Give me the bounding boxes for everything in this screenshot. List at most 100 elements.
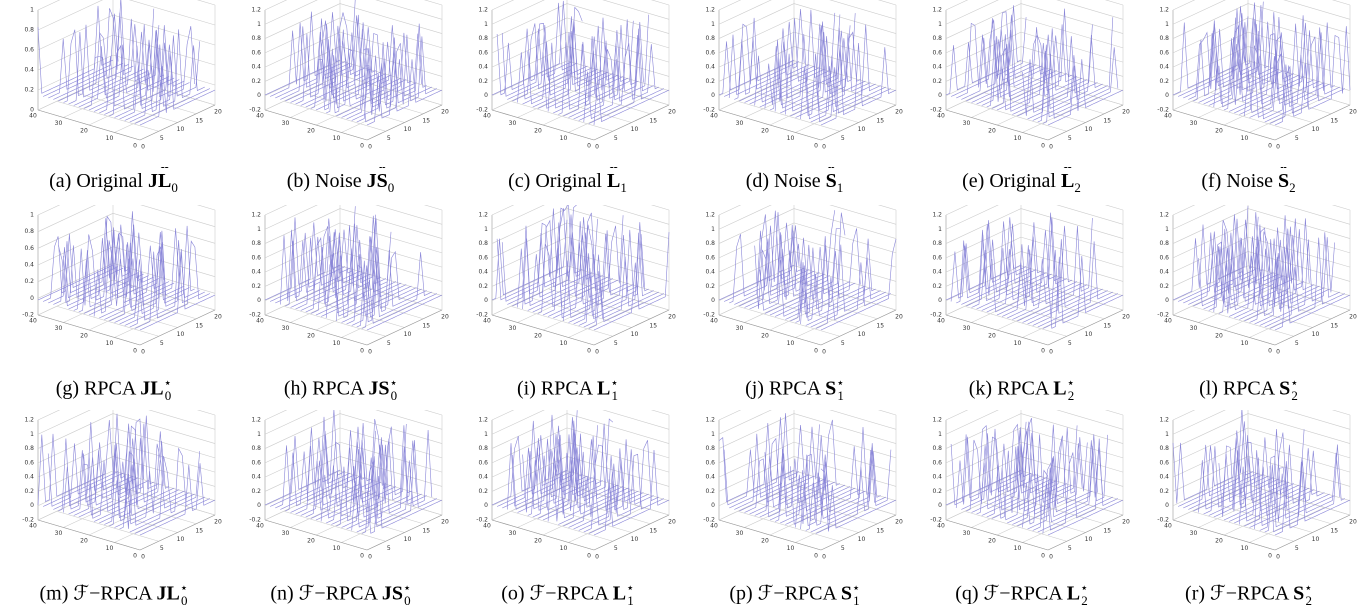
x-tick-label: 15 [876, 322, 884, 329]
mesh-line [815, 67, 892, 123]
superscript: ⋆ [1080, 580, 1089, 595]
mesh-line [42, 13, 119, 97]
mesh-line [1264, 32, 1340, 123]
grid-line [114, 507, 190, 543]
caption: (f) Noise S2 [1135, 170, 1361, 196]
grid-line [491, 413, 568, 449]
x-tick-label: 15 [1103, 322, 1111, 329]
mesh-line [810, 66, 886, 123]
grid-line [1020, 413, 1124, 444]
panel: -0.2 0 0.2 0.4 0.6 0.8 1 1.2 0 5 10 15 20 0 10 20 30 40 (l… [1135, 205, 1361, 410]
z-tick-label: 0.8 [251, 445, 261, 452]
mesh-line [331, 423, 407, 525]
z-tick-label: 0.2 [478, 78, 488, 85]
x-tick-label: 5 [160, 340, 164, 347]
x-tick-label: 0 [595, 349, 599, 356]
axis-line [945, 314, 1049, 346]
grid-line [491, 0, 545, 25]
grid-line [793, 3, 897, 34]
caption: (l) RPCA S⋆2 [1135, 375, 1361, 404]
z-tick-label: 0 [938, 297, 942, 304]
grid-line [37, 427, 114, 464]
grid-line [1020, 60, 1124, 92]
z-tick-label: 0.2 [932, 488, 942, 495]
mesh-line [573, 229, 649, 325]
grid-line [945, 470, 1022, 506]
caption-symbol: S [826, 170, 837, 192]
mesh-line [723, 214, 800, 302]
axis-line [491, 314, 595, 346]
mesh-line [290, 426, 366, 513]
x-tick-label: 15 [649, 527, 657, 534]
y-tick-label: 40 [29, 113, 37, 120]
y-tick-label: 30 [736, 120, 744, 127]
grid-line [996, 499, 1073, 536]
grid-line [1249, 97, 1325, 133]
mesh-line [810, 244, 886, 328]
y-tick-label: 0 [1041, 553, 1045, 560]
z-tick-label: -0.2 [930, 517, 942, 524]
y-tick-label: 30 [963, 530, 971, 537]
z-tick-label: 0.2 [705, 283, 715, 290]
grid-line [945, 427, 1022, 464]
mesh-line [341, 287, 417, 323]
grid-line [829, 410, 897, 430]
z-tick-label: -0.2 [22, 312, 34, 319]
z-tick-label: 0.6 [24, 459, 34, 466]
grid-line [517, 492, 593, 528]
z-tick-label: 0.2 [251, 283, 261, 290]
z-tick-label: 0.8 [932, 240, 942, 247]
grid-line [491, 470, 568, 506]
grid-line [128, 0, 216, 26]
grid-line [1247, 265, 1351, 297]
mesh-line [1042, 47, 1119, 124]
z-tick-label: 0 [30, 502, 34, 509]
grid-line [491, 74, 568, 111]
mesh-line [986, 212, 1062, 313]
z-tick-label: 0.4 [1159, 269, 1169, 276]
mesh-line [1047, 499, 1124, 536]
mesh-line [53, 0, 129, 100]
caption-symbol: S [1279, 378, 1290, 400]
mesh-line [805, 24, 881, 120]
subscript: 1 [627, 592, 634, 608]
grid-line [264, 410, 318, 435]
x-tick-label: 5 [160, 135, 164, 142]
caption-symbol: JS [368, 378, 389, 400]
x-tick-label: 5 [387, 340, 391, 347]
z-tick-label: -0.2 [476, 517, 488, 524]
z-tick-label: 1.2 [932, 417, 942, 424]
z-tick-label: 0.8 [1159, 445, 1169, 452]
x-tick-label: 10 [1085, 536, 1093, 543]
grid-line [491, 17, 568, 54]
y-tick-label: 40 [1164, 318, 1172, 325]
x-tick-label: 0 [1049, 144, 1053, 151]
mesh-line [264, 217, 341, 301]
z-tick-label: 0.2 [705, 488, 715, 495]
y-tick-label: 40 [256, 523, 264, 530]
grid-line [37, 410, 91, 435]
grid-line [1223, 294, 1300, 331]
mesh-line [744, 424, 820, 513]
surface-plot: -0.2 0 0.2 0.4 0.6 0.8 1 1.2 0 5 10 15 20 0 10 20 30 40 [703, 205, 903, 356]
z-tick-label: 0.8 [24, 445, 34, 452]
mesh-line [1177, 13, 1254, 97]
mesh-line [346, 250, 422, 325]
y-tick-label: 30 [1190, 530, 1198, 537]
symbol-prefix: J [148, 170, 158, 192]
symbol: S [376, 170, 388, 192]
x-tick-label: 10 [404, 536, 412, 543]
z-tick-label: 0.2 [24, 87, 34, 94]
grid-line [148, 410, 216, 430]
z-tick-label: 0.4 [932, 64, 942, 71]
mesh-line [820, 468, 897, 532]
grid-line [264, 413, 341, 449]
mesh-line [800, 53, 876, 120]
axis-line [37, 314, 141, 346]
y-tick-label: 40 [29, 523, 37, 530]
mesh-line [800, 238, 876, 325]
z-tick-label: -0.2 [1157, 517, 1169, 524]
caption: (b) Noise JS0 [227, 170, 454, 196]
z-tick-label: 0.8 [478, 240, 488, 247]
